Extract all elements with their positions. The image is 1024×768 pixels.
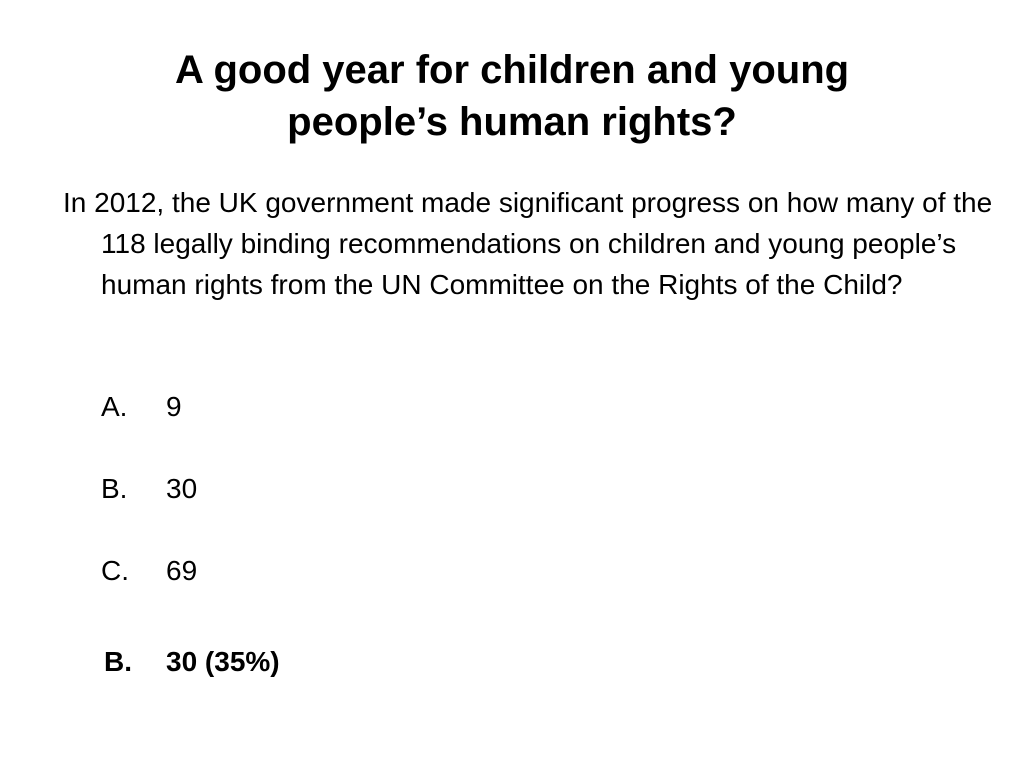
option-value: 69 (166, 555, 198, 586)
title-line-1: A good year for children and young (174, 48, 850, 92)
option-value: 30 (166, 473, 198, 504)
question-text: In 2012, the UK government made signific… (63, 187, 993, 300)
option-b: B. 30 (101, 468, 197, 509)
title-line-2: people’s human rights? (287, 100, 737, 144)
slide-title: A good year for children and young peopl… (60, 44, 964, 148)
answer-letter: B. (104, 646, 132, 677)
answer-reveal: B. 30 (35%) (104, 641, 280, 682)
option-a: A. 9 (101, 386, 182, 427)
option-letter: B. (101, 473, 128, 504)
option-letter: A. (101, 391, 128, 422)
option-c: C. 69 (101, 550, 197, 591)
answer-value: 30 (35%) (166, 646, 280, 677)
option-value: 9 (166, 391, 182, 422)
option-letter: C. (101, 555, 129, 586)
